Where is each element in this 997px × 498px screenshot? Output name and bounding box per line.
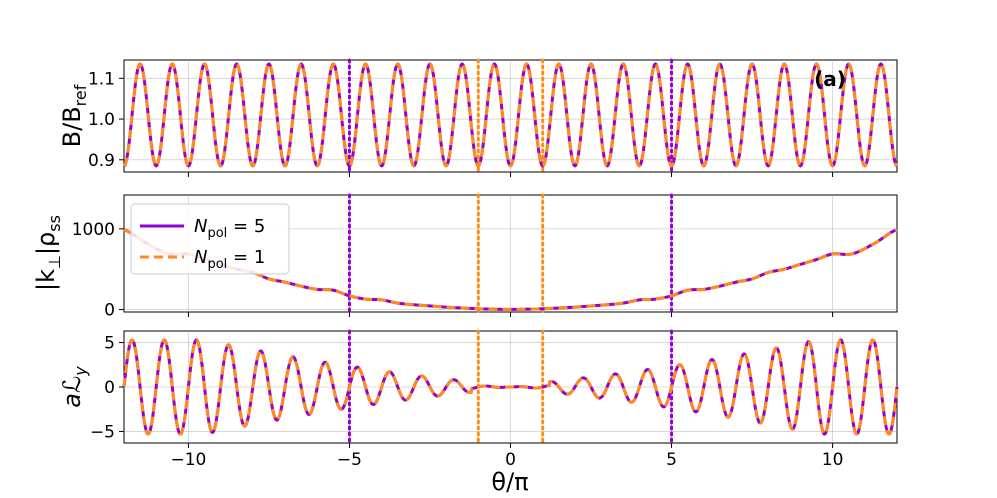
vertical-markers	[347, 193, 674, 314]
y-ticks: 0.9 1.0 1.1	[88, 69, 124, 171]
series-npol1-line	[123, 62, 898, 168]
x-tick-label: 10	[822, 450, 844, 470]
legend-symbol: N	[194, 216, 207, 237]
x-tick-label: 0	[505, 450, 516, 470]
y-axis-title-sub: ref	[71, 84, 90, 106]
legend-sub: pol	[207, 226, 227, 241]
panel-ly: −5 0 5 aℒy	[58, 329, 899, 448]
y-tick-label: 0	[104, 301, 115, 321]
panel-kperp: 0 1000 |k⊥|ρss Npol = 5 Npol = 1	[32, 193, 898, 321]
y-axis-title-sub: ss	[45, 215, 64, 232]
legend-value: = 1	[227, 247, 265, 268]
panel-tag: (a)	[814, 67, 846, 91]
legend: Npol = 5 Npol = 1	[130, 203, 290, 275]
y-axis-title-sub: y	[71, 366, 90, 377]
y-axis-title: |k⊥|ρss	[32, 215, 64, 291]
x-tick-label: −5	[337, 450, 362, 470]
series-npol1-line	[122, 338, 899, 436]
curves	[122, 338, 899, 436]
legend-value: = 5	[227, 216, 265, 237]
legend-sub: pol	[207, 257, 227, 272]
panel-magnetic-field: 0.9 1.0 1.1 (a) B/Bref	[58, 58, 898, 177]
y-axis-title-part: |ρ	[32, 232, 60, 255]
y-axis-title-sub: ⊥	[45, 255, 64, 269]
vertical-markers	[347, 58, 674, 174]
y-tick-label: 1000	[72, 220, 115, 240]
x-tick-label: −10	[170, 450, 206, 470]
y-axis-title-part: ℒ	[58, 376, 86, 393]
y-axis-title-part: |k	[32, 269, 60, 291]
y-tick-label: 1.0	[88, 110, 115, 130]
y-axis-title: aℒy	[58, 366, 90, 408]
y-tick-label: −5	[90, 422, 115, 442]
legend-label-npol5: Npol = 5	[194, 216, 265, 241]
y-tick-label: 0	[104, 378, 115, 398]
legend-symbol: N	[194, 247, 207, 268]
x-tick-label: 5	[666, 450, 677, 470]
legend-label-npol1: Npol = 1	[194, 247, 265, 272]
y-axis-title-main: B/B	[58, 106, 86, 147]
y-tick-label: 5	[104, 334, 115, 354]
curves	[123, 62, 898, 168]
y-axis-title: B/Bref	[58, 84, 90, 147]
y-ticks: −5 0 5	[90, 334, 124, 442]
y-tick-label: 1.1	[88, 69, 115, 89]
x-ticks: −10 −5 0 5 10	[170, 450, 843, 470]
y-tick-label: 0.9	[88, 151, 115, 171]
y-ticks: 0 1000	[72, 220, 124, 321]
series-npol1-line	[123, 228, 898, 311]
x-axis-title: θ/π	[491, 468, 528, 496]
y-axis-title-part: a	[58, 393, 86, 408]
